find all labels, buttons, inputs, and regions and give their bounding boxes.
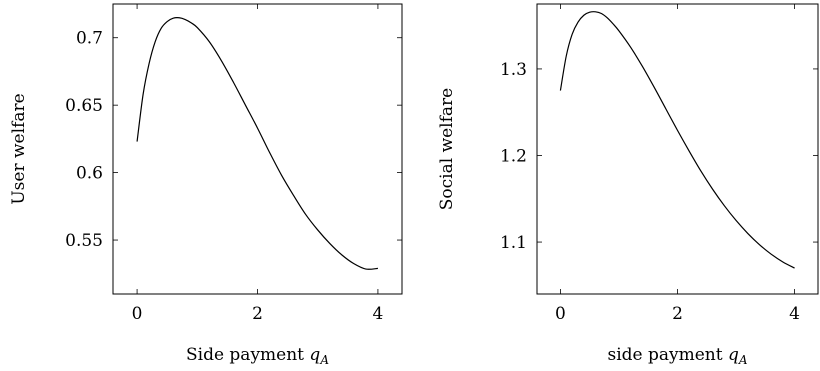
y-tick-label: 0.55 xyxy=(65,231,103,251)
social-welfare-plot: 0 2 4 1.1 1.2 1.3 Social welfare side payment q… xyxy=(437,3,819,367)
y-tick-label: 0.7 xyxy=(76,29,103,49)
y-axis-label: User welfare xyxy=(9,93,29,204)
axes-frame xyxy=(112,3,403,295)
x-tick-label: 2 xyxy=(672,304,683,324)
y-tick-label: 1.3 xyxy=(500,60,527,80)
x-axis-label: side payment qA xyxy=(607,345,747,367)
y-axis-label: Social welfare xyxy=(437,88,457,210)
series-line xyxy=(136,17,378,270)
series-line xyxy=(559,11,795,269)
user-welfare-plot: 0 2 4 0.55 0.6 0.65 0.7 User welfare Side paymen… xyxy=(9,3,403,367)
y-tick-label: 1.1 xyxy=(500,233,527,253)
x-tick-label: 4 xyxy=(373,304,384,324)
y-tick-label: 0.6 xyxy=(76,164,103,184)
y-tick-label: 1.2 xyxy=(500,146,527,166)
x-tick-label: 4 xyxy=(789,304,800,324)
x-tick-label: 2 xyxy=(252,304,263,324)
y-tick-label: 0.65 xyxy=(65,96,103,116)
x-axis-label: Side payment qA xyxy=(186,345,329,367)
x-tick-label: 0 xyxy=(132,304,143,324)
x-tick-label: 0 xyxy=(555,304,566,324)
axes-frame xyxy=(536,3,819,295)
